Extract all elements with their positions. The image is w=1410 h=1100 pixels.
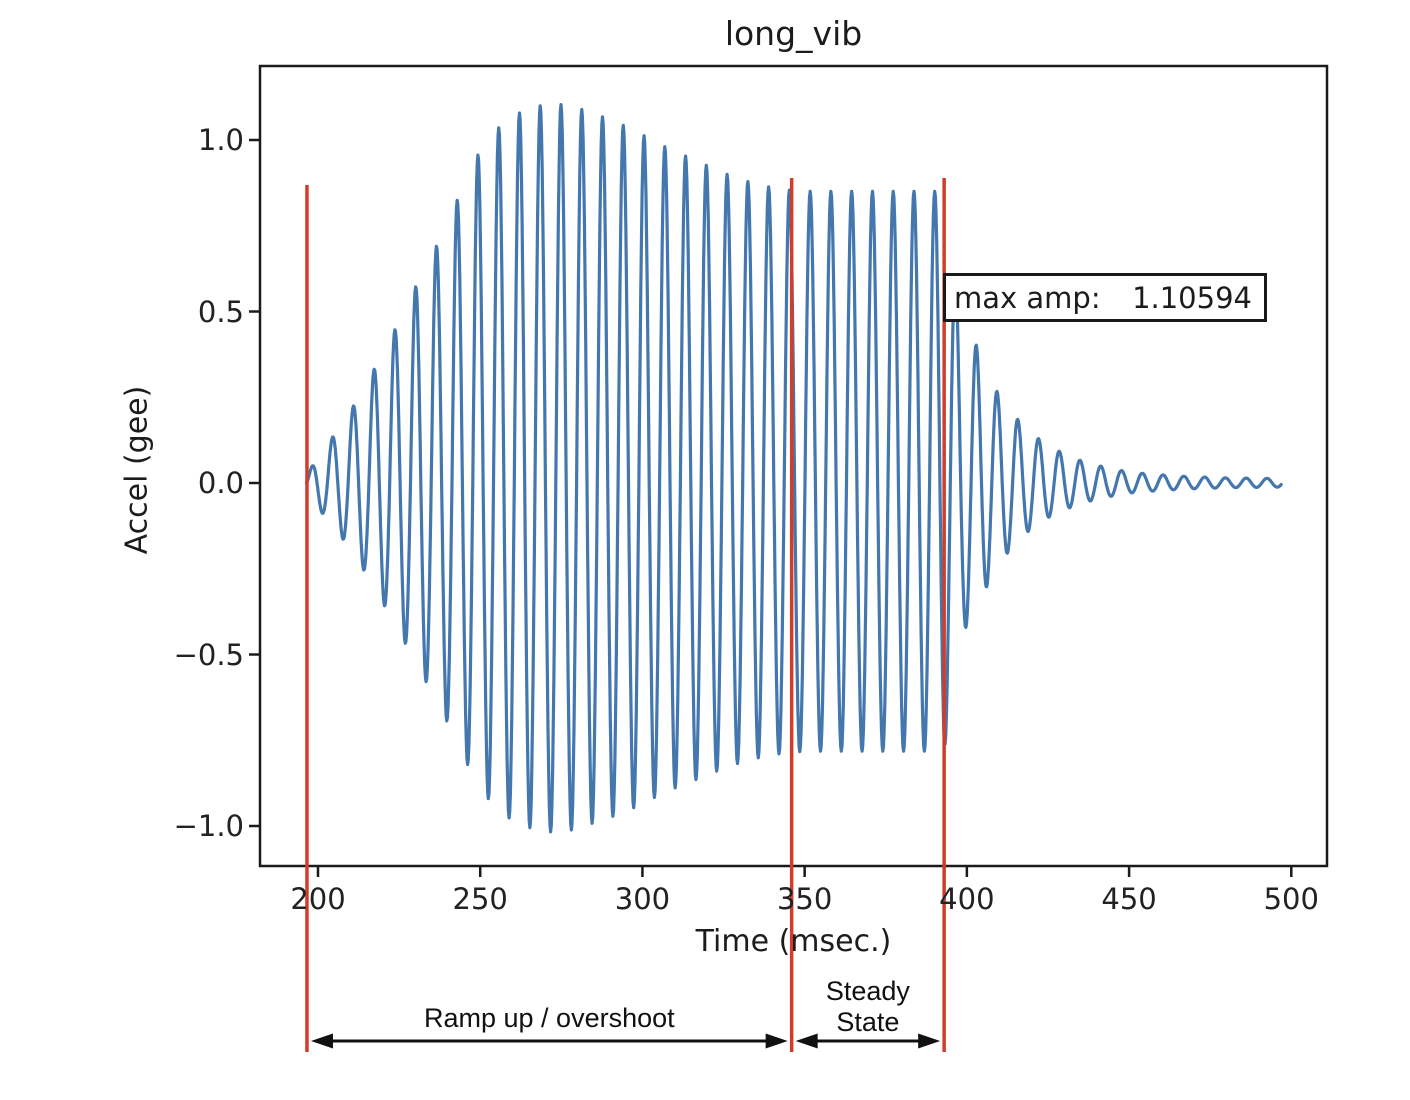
y-tick-label: 1.0 — [197, 123, 244, 157]
max-amp-value: 1.10594 — [1132, 280, 1252, 315]
arrowhead — [918, 1033, 941, 1049]
y-tick-label: −1.0 — [173, 809, 244, 843]
arrowhead — [765, 1033, 788, 1049]
y-axis-label: Accel (gee) — [119, 385, 155, 555]
y-tick-label: −0.5 — [173, 637, 244, 672]
y-tick-label: 0.0 — [197, 466, 244, 500]
x-tick-label: 200 — [290, 882, 346, 916]
x-tick-label: 400 — [939, 882, 995, 916]
chart-title: long_vib — [724, 14, 863, 53]
steady-region-label: Steady State — [826, 976, 910, 1038]
vibration-waveform — [305, 103, 1283, 834]
max-amp-annotation-box: max amp: 1.10594 — [943, 273, 1267, 322]
x-tick-label: 250 — [452, 882, 508, 916]
arrowhead — [310, 1033, 333, 1049]
steady-region-label-line1: Steady — [825, 976, 910, 1006]
x-tick-label: 300 — [614, 882, 671, 916]
x-tick-label: 450 — [1101, 882, 1157, 916]
arrowhead — [795, 1033, 818, 1049]
x-tick-label: 350 — [776, 882, 833, 916]
y-tick-label: 0.5 — [197, 294, 244, 329]
steady-region-label-line2: State — [836, 1007, 900, 1037]
max-amp-label: max amp: — [954, 280, 1101, 315]
plot-box — [258, 64, 1329, 868]
ramp-region-label: Ramp up / overshoot — [423, 1003, 675, 1033]
x-axis-label: Time (msec.) — [695, 924, 892, 959]
x-tick-label: 500 — [1263, 882, 1319, 916]
